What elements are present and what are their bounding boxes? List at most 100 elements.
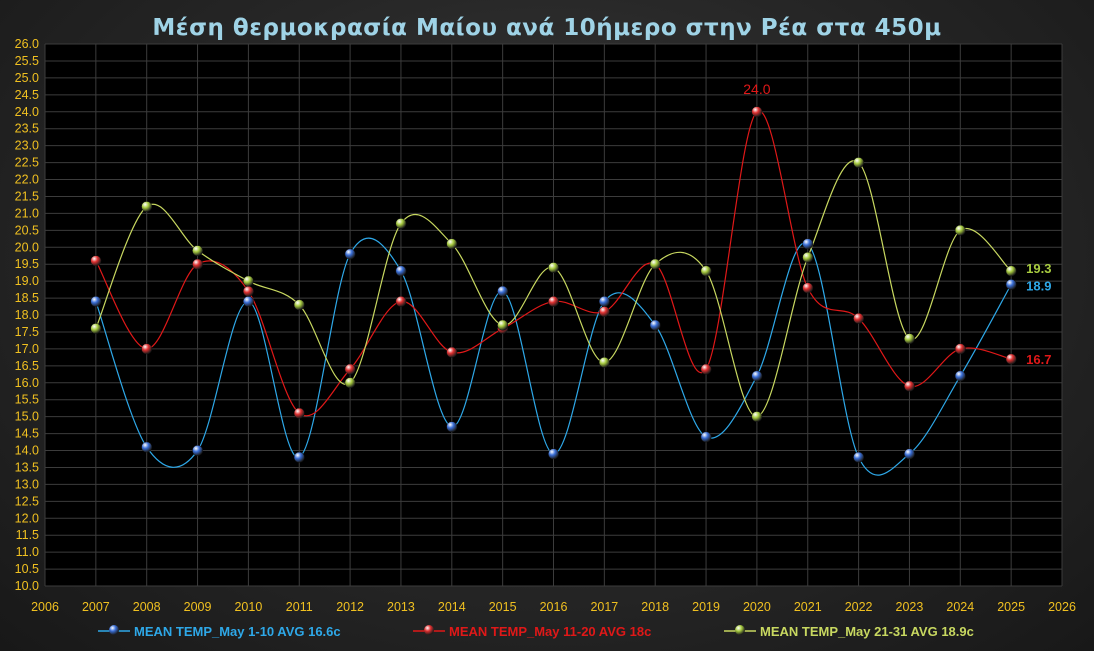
y-tick-label: 21.5: [15, 189, 39, 203]
data-point: [242, 275, 254, 287]
end-value-label: 18.9: [1026, 279, 1051, 294]
legend-label: MEAN TEMP_May 11-20 AVG 18c: [449, 624, 651, 639]
data-point: [954, 343, 966, 355]
data-point: [497, 285, 509, 297]
data-point: [904, 333, 915, 345]
data-point: [192, 445, 204, 456]
end-value-label: 16.7: [1026, 352, 1051, 367]
data-point: [802, 251, 814, 263]
data-point: [141, 201, 153, 213]
x-tick-label: 2026: [1048, 600, 1076, 614]
data-point: [344, 363, 356, 375]
y-tick-label: 15.0: [15, 410, 39, 424]
data-point: [395, 265, 407, 277]
y-tick-label: 11.5: [16, 528, 39, 542]
data-point: [293, 451, 305, 463]
y-tick-label: 23.5: [15, 122, 39, 136]
data-point: [395, 296, 407, 307]
legend-label: MEAN TEMP_May 1-10 AVG 16.6c: [134, 624, 341, 639]
x-tick-label: 2024: [946, 600, 974, 614]
series-markers: [90, 106, 1017, 463]
data-point: [954, 370, 966, 382]
end-value-label: 19.3: [1026, 261, 1051, 276]
y-tick-label: 18.0: [15, 308, 39, 322]
data-point: [344, 377, 356, 389]
x-tick-label: 2009: [184, 600, 212, 614]
data-point: [446, 238, 458, 250]
data-point: [853, 312, 865, 324]
data-point: [90, 255, 102, 267]
y-tick-label: 17.0: [15, 342, 39, 356]
y-tick-label: 16.5: [15, 359, 39, 373]
x-tick-label: 2010: [234, 600, 262, 614]
series-line-2: [95, 160, 1012, 418]
data-point: [192, 258, 204, 270]
annotations: 24.0 19.3 18.9 16.7: [743, 81, 1051, 367]
data-point: [751, 411, 763, 423]
y-tick-label: 22.0: [15, 173, 39, 187]
x-tick-label: 2025: [997, 600, 1025, 614]
data-point: [751, 370, 763, 382]
data-point: [853, 451, 865, 463]
y-tick-label: 12.0: [15, 511, 39, 525]
y-tick-label: 17.5: [15, 325, 39, 339]
data-point: [1005, 353, 1017, 365]
y-tick-label: 20.5: [15, 223, 39, 237]
legend-marker: [424, 625, 434, 635]
y-tick-label: 24.5: [15, 88, 39, 102]
data-point: [395, 218, 407, 229]
y-tick-label: 10.0: [15, 579, 39, 593]
data-point: [700, 265, 712, 277]
x-tick-label: 2013: [387, 600, 415, 614]
x-tick-label: 2021: [794, 600, 822, 614]
y-tick-label: 10.5: [15, 562, 39, 576]
data-point: [598, 296, 610, 307]
data-point: [548, 296, 559, 307]
data-point: [293, 407, 305, 419]
y-tick-label: 19.0: [15, 274, 39, 288]
legend-marker: [109, 625, 119, 635]
y-tick-label: 14.5: [15, 427, 39, 441]
data-point: [1005, 265, 1017, 277]
y-tick-label: 13.5: [15, 460, 39, 474]
x-tick-label: 2008: [133, 600, 161, 614]
chart-title: Μέση θερμοκρασία Μαίου ανά 10ήμερο στην …: [152, 15, 941, 41]
data-point: [649, 258, 661, 270]
data-point: [548, 262, 559, 274]
y-tick-label: 19.5: [15, 257, 39, 271]
peak-label: 24.0: [743, 81, 770, 97]
y-tick-label: 23.0: [15, 139, 39, 153]
data-point: [90, 323, 102, 334]
data-point: [1005, 279, 1017, 290]
x-tick-label: 2019: [692, 600, 720, 614]
x-tick-label: 2006: [31, 600, 59, 614]
data-point: [242, 285, 254, 297]
y-tick-label: 14.0: [15, 444, 39, 458]
x-tick-label: 2022: [845, 600, 873, 614]
data-point: [344, 248, 356, 260]
data-point: [802, 282, 814, 294]
y-tick-label: 18.5: [15, 291, 39, 305]
data-point: [90, 296, 102, 307]
data-point: [904, 448, 915, 460]
data-point: [700, 363, 712, 375]
data-point: [192, 245, 204, 257]
data-point: [141, 343, 153, 355]
x-tick-label: 2011: [286, 600, 313, 614]
data-point: [802, 238, 814, 250]
legend: MEAN TEMP_May 1-10 AVG 16.6c MEAN TEMP_Ma…: [98, 624, 974, 639]
y-tick-label: 15.5: [15, 393, 39, 407]
x-tick-label: 2007: [82, 600, 110, 614]
y-axis: 10.0 10.5 11.0 11.5 12.0 12.5 13.0 13.5 14.0 14.5…: [15, 37, 39, 593]
x-tick-label: 2017: [590, 600, 618, 614]
y-tick-label: 11.0: [16, 545, 39, 559]
data-point: [497, 319, 509, 331]
x-tick-label: 2012: [336, 600, 364, 614]
y-tick-label: 25.5: [15, 54, 39, 68]
y-tick-label: 22.5: [15, 156, 39, 170]
y-tick-label: 16.0: [15, 376, 39, 390]
y-tick-label: 13.0: [15, 477, 39, 491]
x-axis: 2006 2007 2008 2009 2010 2011 2012 2013 2014 2015…: [31, 600, 1076, 614]
data-point: [751, 106, 763, 118]
gridlines: [44, 43, 1063, 587]
